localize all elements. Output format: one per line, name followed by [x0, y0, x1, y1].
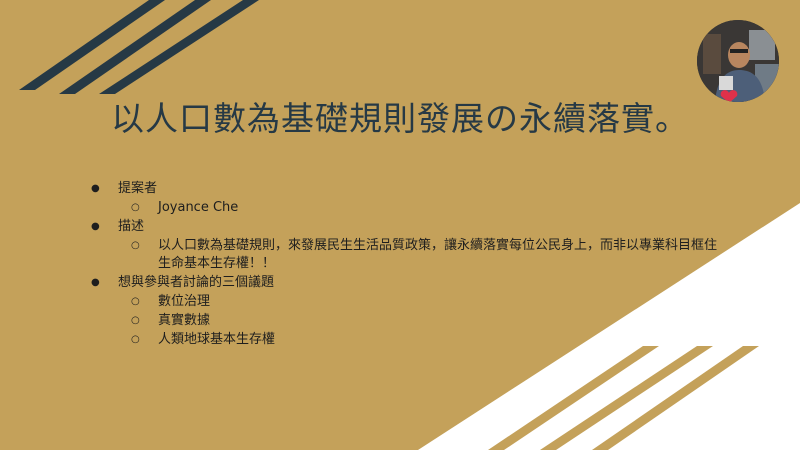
- avatar-photo-icon: [697, 20, 779, 102]
- sub-item-text: 真實數據: [158, 313, 211, 328]
- sub-list-item: ○ Joyance Che: [90, 199, 730, 217]
- hollow-bullet-icon: ○: [131, 240, 140, 251]
- list-item: ● 想與參與者討論的三個議題: [90, 274, 730, 292]
- gold-stripe-1: [488, 346, 659, 450]
- list-item-label: 想與參與者討論的三個議題: [118, 275, 275, 290]
- list-item-label: 描述: [118, 219, 145, 234]
- page-title: 以人口數為基礎規則發展の永續落實。: [111, 99, 689, 138]
- avatar: [697, 20, 779, 102]
- list-item: ● 提案者: [90, 180, 730, 198]
- hollow-bullet-icon: ○: [131, 315, 140, 326]
- sub-list-item: ○ 真實數據: [90, 312, 730, 330]
- gold-stripe-3: [592, 346, 759, 450]
- list-item: ● 描述: [90, 218, 730, 236]
- navy-stripe-3: [99, 0, 259, 94]
- sub-item-text: 數位治理: [158, 294, 211, 309]
- sub-list-item: ○ 數位治理: [90, 293, 730, 311]
- filled-bullet-icon: ●: [91, 183, 100, 194]
- gold-stripe-2: [540, 346, 713, 450]
- white-triangle: [418, 203, 800, 450]
- hollow-bullet-icon: ○: [131, 202, 140, 213]
- list-item-label: 提案者: [118, 181, 158, 196]
- hollow-bullet-icon: ○: [131, 296, 140, 307]
- navy-stripe-2: [59, 0, 211, 94]
- filled-bullet-icon: ●: [91, 277, 100, 288]
- sub-list-item: ○ 以人口數為基礎規則，來發展民生生活品質政策，讓永續落實每位公民身上，而非以專…: [90, 237, 730, 273]
- sub-item-text: 人類地球基本生存權: [158, 332, 276, 347]
- sub-item-text: 以人口數為基礎規則，來發展民生生活品質政策，讓永續落實每位公民身上，而非以專業科…: [158, 238, 718, 271]
- sub-list-item: ○ 人類地球基本生存權: [90, 331, 730, 349]
- outline-list: ● 提案者 ○ Joyance Che ● 描述 ○ 以人口數為基礎規則，來發展…: [90, 180, 730, 350]
- sub-item-text: Joyance Che: [158, 200, 239, 215]
- hollow-bullet-icon: ○: [131, 334, 140, 345]
- navy-stripe-1: [19, 0, 165, 90]
- filled-bullet-icon: ●: [91, 221, 100, 232]
